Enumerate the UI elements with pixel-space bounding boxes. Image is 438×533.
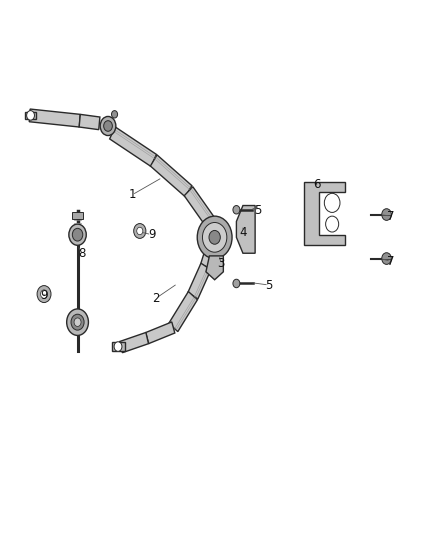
- Circle shape: [72, 228, 83, 241]
- Circle shape: [27, 111, 35, 120]
- Polygon shape: [304, 182, 345, 245]
- Polygon shape: [237, 206, 255, 253]
- Polygon shape: [206, 256, 223, 280]
- Polygon shape: [120, 333, 148, 353]
- Polygon shape: [188, 263, 211, 299]
- Circle shape: [67, 309, 88, 335]
- Polygon shape: [169, 292, 198, 332]
- Text: 9: 9: [148, 228, 155, 241]
- Polygon shape: [113, 342, 125, 351]
- Circle shape: [202, 222, 227, 252]
- Polygon shape: [29, 109, 80, 127]
- Text: 1: 1: [128, 189, 136, 201]
- Polygon shape: [79, 115, 100, 130]
- Polygon shape: [146, 322, 175, 344]
- Text: 7: 7: [387, 255, 395, 268]
- Polygon shape: [184, 187, 219, 233]
- Circle shape: [112, 111, 117, 118]
- Text: 6: 6: [313, 178, 321, 191]
- Circle shape: [197, 216, 232, 259]
- Text: 5: 5: [254, 204, 262, 217]
- Circle shape: [324, 193, 340, 213]
- Circle shape: [37, 286, 51, 303]
- Circle shape: [325, 216, 339, 232]
- Text: 4: 4: [239, 225, 247, 239]
- Circle shape: [74, 318, 81, 326]
- Polygon shape: [25, 112, 36, 119]
- Circle shape: [134, 223, 146, 238]
- Polygon shape: [110, 127, 156, 166]
- Circle shape: [137, 227, 143, 235]
- Circle shape: [382, 209, 391, 220]
- Circle shape: [104, 120, 113, 131]
- Polygon shape: [150, 155, 192, 197]
- FancyBboxPatch shape: [72, 213, 83, 219]
- Circle shape: [382, 253, 391, 264]
- Circle shape: [209, 230, 220, 244]
- Text: 8: 8: [78, 247, 85, 260]
- Polygon shape: [201, 233, 221, 269]
- Text: 7: 7: [387, 209, 395, 223]
- Circle shape: [100, 116, 116, 135]
- Circle shape: [41, 290, 47, 298]
- Text: 5: 5: [265, 279, 273, 292]
- Text: 3: 3: [218, 257, 225, 270]
- Circle shape: [114, 342, 122, 351]
- Text: 2: 2: [152, 292, 159, 305]
- Circle shape: [233, 279, 240, 288]
- Text: 9: 9: [40, 289, 48, 302]
- Circle shape: [233, 206, 240, 214]
- Circle shape: [71, 314, 84, 330]
- Circle shape: [69, 224, 86, 245]
